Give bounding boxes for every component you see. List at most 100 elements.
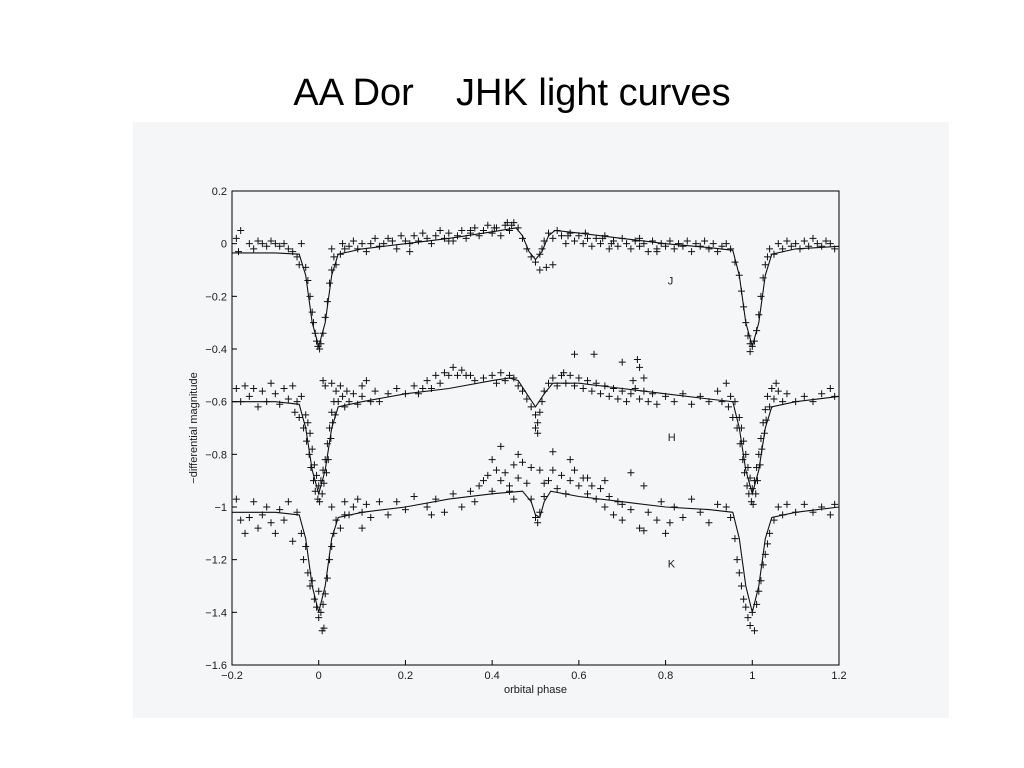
h-point — [336, 382, 344, 390]
h-point — [549, 374, 557, 382]
j-point — [341, 245, 349, 253]
k-point — [549, 466, 557, 474]
h-point — [724, 403, 732, 411]
h-point — [800, 392, 808, 400]
h-point — [566, 371, 574, 379]
j-point — [267, 237, 275, 245]
h-point — [410, 382, 418, 390]
k-point — [250, 498, 258, 506]
j-point — [675, 240, 683, 248]
k-point — [601, 477, 609, 485]
h-point — [538, 398, 546, 406]
h-point — [303, 437, 311, 445]
h-point — [445, 371, 453, 379]
k-point — [479, 477, 487, 485]
h-point — [375, 398, 383, 406]
y-tick-label: −0.2 — [205, 291, 227, 303]
h-point — [762, 416, 770, 424]
h-point — [349, 390, 357, 398]
j-point — [755, 311, 763, 319]
k-point — [267, 519, 275, 527]
k-point — [740, 595, 748, 603]
k-model-curve — [232, 490, 840, 613]
h-point — [334, 398, 342, 406]
k-point — [245, 514, 253, 522]
j-point — [584, 234, 592, 242]
k-point — [336, 524, 344, 532]
x-tick-label: 0 — [316, 670, 322, 682]
j-point — [761, 261, 769, 269]
k-point — [510, 495, 518, 503]
k-point — [714, 500, 722, 508]
j-point — [787, 242, 795, 250]
h-point — [318, 490, 326, 498]
k-point — [358, 524, 366, 532]
h-point — [688, 400, 696, 408]
j-point — [592, 234, 600, 242]
h-point — [571, 350, 579, 358]
k-point — [566, 456, 574, 464]
k-point — [757, 577, 765, 585]
h-point — [743, 482, 751, 490]
j-point — [607, 240, 615, 248]
k-point — [601, 503, 609, 511]
k-point — [518, 458, 526, 466]
x-tick-label: 1 — [749, 670, 755, 682]
k-point — [354, 495, 362, 503]
h-point — [310, 461, 318, 469]
h-point — [458, 366, 466, 374]
k-point — [831, 500, 839, 508]
k-point — [746, 622, 754, 629]
j-point — [414, 237, 422, 245]
j-point — [670, 245, 678, 253]
j-point — [295, 261, 303, 269]
j-point — [466, 227, 474, 234]
h-point — [324, 456, 332, 464]
j-point — [406, 248, 414, 256]
j-point — [536, 266, 544, 274]
h-point — [749, 500, 757, 508]
x-tick-label: 0.8 — [658, 670, 673, 682]
j-point — [558, 232, 566, 240]
h-point — [440, 369, 448, 377]
j-point — [653, 248, 661, 256]
h-point — [633, 356, 641, 364]
k-point — [750, 627, 758, 635]
j-point — [310, 319, 318, 327]
j-point — [488, 229, 496, 237]
k-point — [755, 587, 763, 595]
j-point — [419, 229, 427, 237]
scanned-figure: −0.2 0 0.2 0.4 0.6 0.8 1 1.2 0.2 0 −0.2 −0.4 −0.6 −0… — [133, 122, 949, 718]
j-point — [388, 237, 396, 245]
k-point — [300, 556, 308, 564]
j-point — [631, 237, 639, 245]
j-point — [427, 240, 435, 248]
j-point — [644, 248, 652, 256]
k-point — [584, 474, 592, 482]
k-point — [536, 508, 544, 516]
h-point — [627, 390, 635, 398]
k-point — [826, 511, 834, 519]
k-point — [735, 569, 743, 577]
h-point — [302, 411, 310, 419]
j-point — [339, 240, 347, 248]
k-point — [759, 561, 767, 569]
h-point — [339, 392, 347, 400]
h-point — [362, 377, 370, 385]
x-axis-label: orbital phase — [504, 684, 567, 696]
x-axis: −0.2 0 0.2 0.4 0.6 0.8 1 1.2 — [221, 660, 847, 682]
h-point — [471, 377, 479, 385]
h-point — [610, 385, 618, 392]
h-point — [534, 419, 542, 427]
k-point — [349, 503, 357, 511]
h-point — [534, 429, 542, 437]
k-point — [510, 461, 518, 469]
j-point — [371, 234, 379, 242]
k-point — [280, 516, 288, 524]
h-point — [722, 379, 730, 387]
k-point — [549, 448, 557, 456]
k-point — [488, 456, 496, 464]
j-point — [826, 240, 834, 248]
j-point — [410, 232, 418, 240]
k-point — [774, 503, 782, 511]
